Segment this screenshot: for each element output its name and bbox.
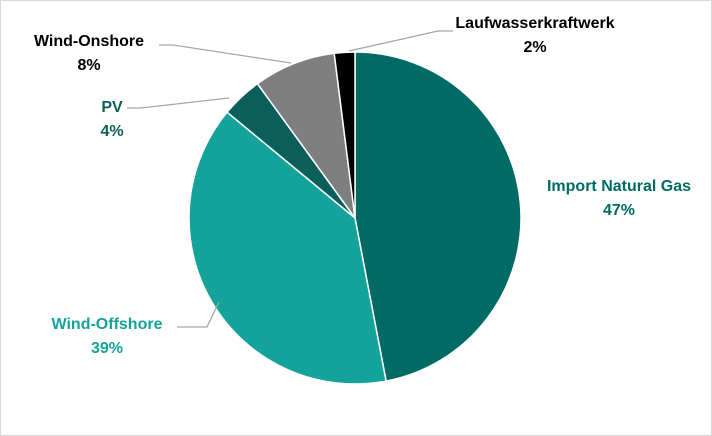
- pie-slices: [188, 51, 522, 385]
- slice-value-import-natural-gas: 47%: [603, 202, 635, 219]
- slice-label-laufwasserkraftwerk: Laufwasserkraftwerk: [455, 15, 614, 32]
- leader-line-pv: [127, 97, 230, 109]
- slice-label-pv: PV: [101, 99, 123, 116]
- leader-lines: [127, 30, 453, 328]
- slice-value-pv: 4%: [100, 123, 123, 140]
- slice-label-wind-offshore: Wind-Offshore: [52, 316, 163, 333]
- slice-label-wind-onshore: Wind-Onshore: [34, 33, 144, 50]
- leader-line-wind-onshore: [159, 44, 292, 64]
- leader-line-laufwasserkraftwerk: [348, 30, 453, 52]
- slice-labels: Import Natural Gas 47% Wind-Offshore 39% PV 4…: [34, 15, 691, 357]
- pie-slice-wind-offshore: [188, 111, 387, 385]
- slice-label-import-natural-gas: Import Natural Gas: [547, 178, 691, 195]
- slice-value-wind-onshore: 8%: [77, 57, 100, 74]
- pie-slice-laufwasserkraftwerk: [333, 51, 356, 219]
- leader-line-wind-offshore: [177, 301, 220, 328]
- slice-value-laufwasserkraftwerk: 2%: [523, 39, 546, 56]
- slice-value-wind-offshore: 39%: [91, 340, 123, 357]
- pie-slice-import-natural-gas: [354, 51, 522, 382]
